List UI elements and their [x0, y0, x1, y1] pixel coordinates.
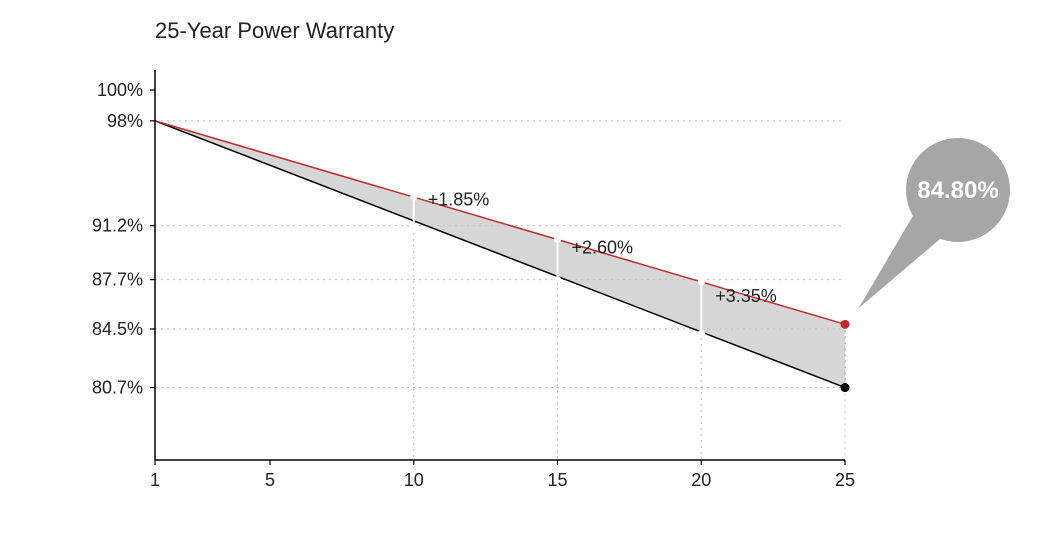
- chart-title: 25-Year Power Warranty: [155, 18, 394, 43]
- x-tick-label: 15: [547, 470, 567, 490]
- end-marker-upper: [841, 320, 850, 329]
- y-tick-label: 80.7%: [92, 378, 143, 398]
- y-tick-label: 100%: [97, 80, 143, 100]
- x-tick-label: 20: [691, 470, 711, 490]
- x-tick-label: 25: [835, 470, 855, 490]
- series-lower: [155, 121, 845, 388]
- diff-dot-bottom: [698, 330, 705, 337]
- callout-value: 84.80%: [917, 177, 998, 204]
- diff-dot-bottom: [554, 276, 561, 283]
- diff-dot-top: [410, 194, 417, 201]
- y-tick-label: 91.2%: [92, 216, 143, 236]
- diff-dot-top: [554, 236, 561, 243]
- diff-dot-top: [698, 278, 705, 285]
- diff-dot-bottom: [410, 222, 417, 229]
- diff-label: +2.60%: [572, 238, 634, 258]
- x-tick-label: 1: [150, 470, 160, 490]
- y-tick-label: 98%: [107, 111, 143, 131]
- end-marker-lower: [841, 383, 850, 392]
- y-tick-label: 84.5%: [92, 319, 143, 339]
- x-tick-label: 10: [404, 470, 424, 490]
- y-tick-label: 87.7%: [92, 270, 143, 290]
- diff-label: +3.35%: [715, 286, 777, 306]
- x-tick-label: 5: [265, 470, 275, 490]
- diff-label: +1.85%: [428, 189, 490, 209]
